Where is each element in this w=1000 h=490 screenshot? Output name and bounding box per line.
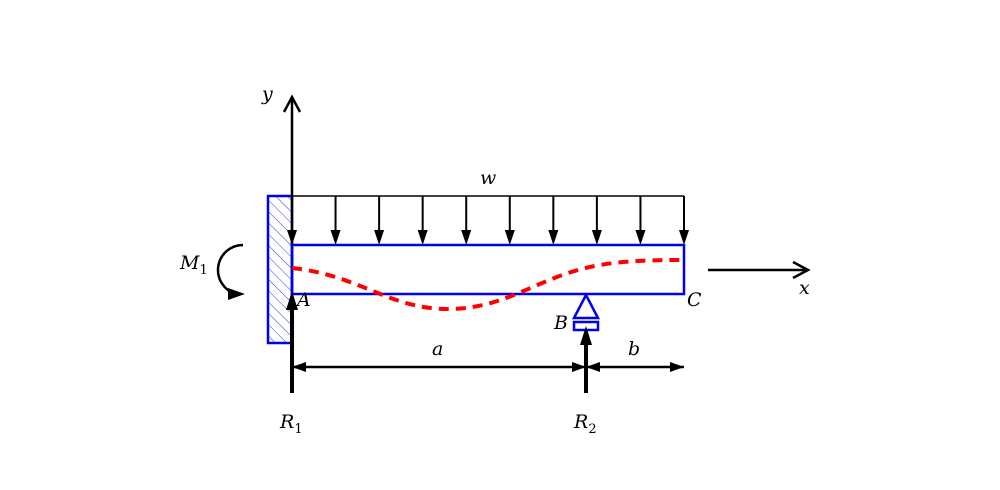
roller-support bbox=[571, 292, 601, 320]
dimension-a-label: a bbox=[432, 338, 443, 360]
reaction-r1-label: R1 bbox=[279, 411, 303, 437]
reaction-r2-label: R2 bbox=[573, 411, 597, 437]
x-axis-label: x bbox=[799, 277, 810, 299]
load-arrowhead bbox=[417, 230, 428, 245]
deflection-curve bbox=[291, 258, 685, 312]
point-c-label: C bbox=[687, 289, 702, 311]
load-arrowhead bbox=[461, 230, 472, 245]
point-b-label: B bbox=[553, 312, 568, 334]
load-arrowhead bbox=[679, 230, 689, 245]
moment-arrowhead bbox=[228, 288, 245, 300]
load-label: w bbox=[480, 167, 496, 189]
dimension-b-label: b bbox=[628, 338, 640, 360]
load-arrowhead bbox=[504, 230, 515, 245]
load-arrowhead bbox=[591, 230, 602, 245]
y-axis-label: y bbox=[261, 83, 273, 105]
dim-arrow-b-left bbox=[586, 362, 600, 372]
reaction-r1-arrowhead bbox=[286, 291, 298, 310]
x-axis-arrowhead bbox=[792, 260, 811, 280]
dim-arrow-b-right bbox=[670, 362, 684, 372]
load-arrowhead bbox=[374, 230, 385, 245]
fixed-wall bbox=[266, 194, 294, 345]
load-arrowhead bbox=[635, 230, 646, 245]
dim-arrow-a-right bbox=[572, 362, 586, 372]
y-axis-arrowhead bbox=[282, 94, 302, 113]
load-arrowhead bbox=[287, 230, 297, 245]
beam bbox=[290, 243, 686, 296]
moment-arc bbox=[216, 243, 244, 296]
load-arrowhead bbox=[330, 230, 341, 245]
distributed-load bbox=[287, 195, 689, 245]
point-a-label: A bbox=[295, 289, 311, 311]
dim-arrow-a-left bbox=[292, 362, 306, 372]
load-arrowhead bbox=[548, 230, 559, 245]
reaction-r2-arrowhead bbox=[580, 326, 592, 345]
moment-label: M1 bbox=[179, 252, 208, 278]
